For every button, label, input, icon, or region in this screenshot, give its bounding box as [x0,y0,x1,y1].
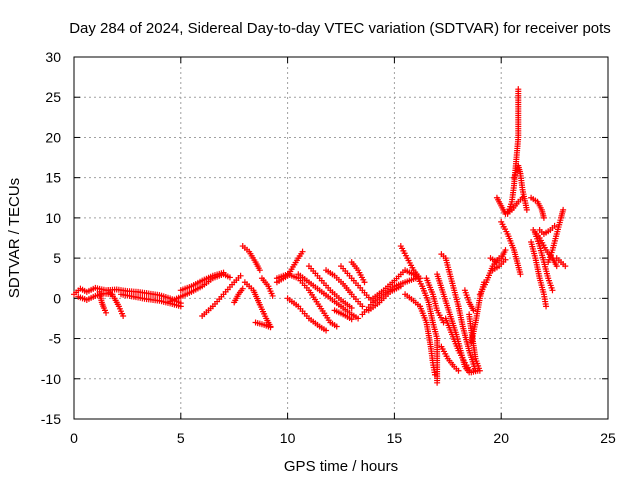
data-point [177,303,184,310]
series-arc-7 [177,269,227,294]
data-point [434,379,441,386]
series-arc-19 [323,267,366,310]
data-point [397,283,404,290]
series-arc-49 [532,230,556,294]
series-arc-15 [273,271,340,330]
x-axis-label: GPS time / hours [284,458,398,475]
data-point [355,315,362,322]
data-point [239,285,246,292]
data-point [543,303,550,310]
series-arc-18 [305,263,355,311]
data-point [517,271,524,278]
data-point [553,263,560,270]
y-tick-label: -10 [41,371,61,387]
series-arc-27 [402,291,424,310]
series-arc-4 [105,287,127,320]
data-point [476,367,483,374]
data-point [237,272,244,279]
data-point [502,256,509,263]
data-point [470,307,477,314]
series-arc-50 [536,222,558,237]
data-point [431,371,438,378]
series-arc-25 [365,283,404,314]
series-arc-26 [397,243,424,282]
data-point [359,303,366,310]
x-tick-label: 10 [280,430,296,446]
y-tick-label: 25 [45,89,61,105]
series-arc-12 [258,275,276,299]
data-point [299,248,306,255]
series-arc-28 [412,271,441,386]
data-point [562,263,569,270]
series-arc-10 [239,243,263,274]
series-arc-31 [438,343,462,374]
series-arc-30 [423,275,447,326]
series-arc-46 [528,194,547,221]
series-arc-13 [252,319,274,331]
series-arc-3 [96,288,110,316]
series-arc-16 [284,295,330,334]
series-arc-17 [295,271,362,322]
data-point [549,287,556,294]
y-tick-label: 20 [45,129,61,145]
data-point [515,86,522,93]
y-tick-label: 15 [45,170,61,186]
data-point [560,206,567,213]
data-point [256,267,263,274]
series-arc-48 [528,239,550,310]
series-arc-36 [466,311,483,374]
axis-ticks: 0 5 10 15 20 25 -15 -10 -5 0 5 10 15 20 25 30 [41,49,616,446]
data-point [348,316,355,323]
data-point [220,269,227,276]
y-tick-label: -5 [49,331,62,347]
series-arc-21 [331,307,355,323]
series-arc-51 [545,206,567,266]
series-arc-42 [493,194,526,217]
data-point [361,279,368,286]
x-tick-label: 15 [387,430,403,446]
series-arc-43 [498,218,524,278]
y-tick-label: 0 [53,290,61,306]
data-point [267,324,274,331]
data-point [540,214,547,221]
data-point [333,323,340,330]
x-tick-label: 20 [493,430,509,446]
series-arc-52 [553,255,569,270]
chart-title: Day 284 of 2024, Sidereal Day-to-day VTE… [69,20,611,37]
data-point [120,313,127,320]
series-arc-37 [461,287,477,314]
series-arc-39 [476,255,503,298]
grid-lines [74,57,608,419]
data-point [269,292,276,299]
series-arc-6 [167,271,233,305]
series-arc-8 [199,272,244,320]
series-arc-33 [438,251,462,310]
data-point [103,309,110,316]
data-point [323,327,330,334]
x-tick-label: 0 [70,430,78,446]
x-tick-label: 5 [177,430,185,446]
series-arc-40 [487,247,509,266]
plot-frame [73,56,609,420]
data-points [71,86,569,386]
series-arc-22 [348,259,368,286]
series-arc-44 [504,86,522,217]
y-tick-label: 5 [53,250,61,266]
series-arc-29 [417,303,438,378]
y-tick-label: 30 [45,49,61,65]
y-tick-label: -15 [41,411,61,427]
y-tick-label: 10 [45,210,61,226]
data-point [455,367,462,374]
data-point [226,274,233,281]
y-axis-label: SDTVAR / TECUs [6,178,23,298]
data-point [523,206,530,213]
data-point [502,247,509,254]
series-arc-41 [489,256,509,274]
data-point [551,222,558,229]
series-arc-9 [231,285,246,306]
data-point [348,304,355,311]
series-arc-45 [511,162,530,213]
x-tick-label: 25 [600,430,616,446]
